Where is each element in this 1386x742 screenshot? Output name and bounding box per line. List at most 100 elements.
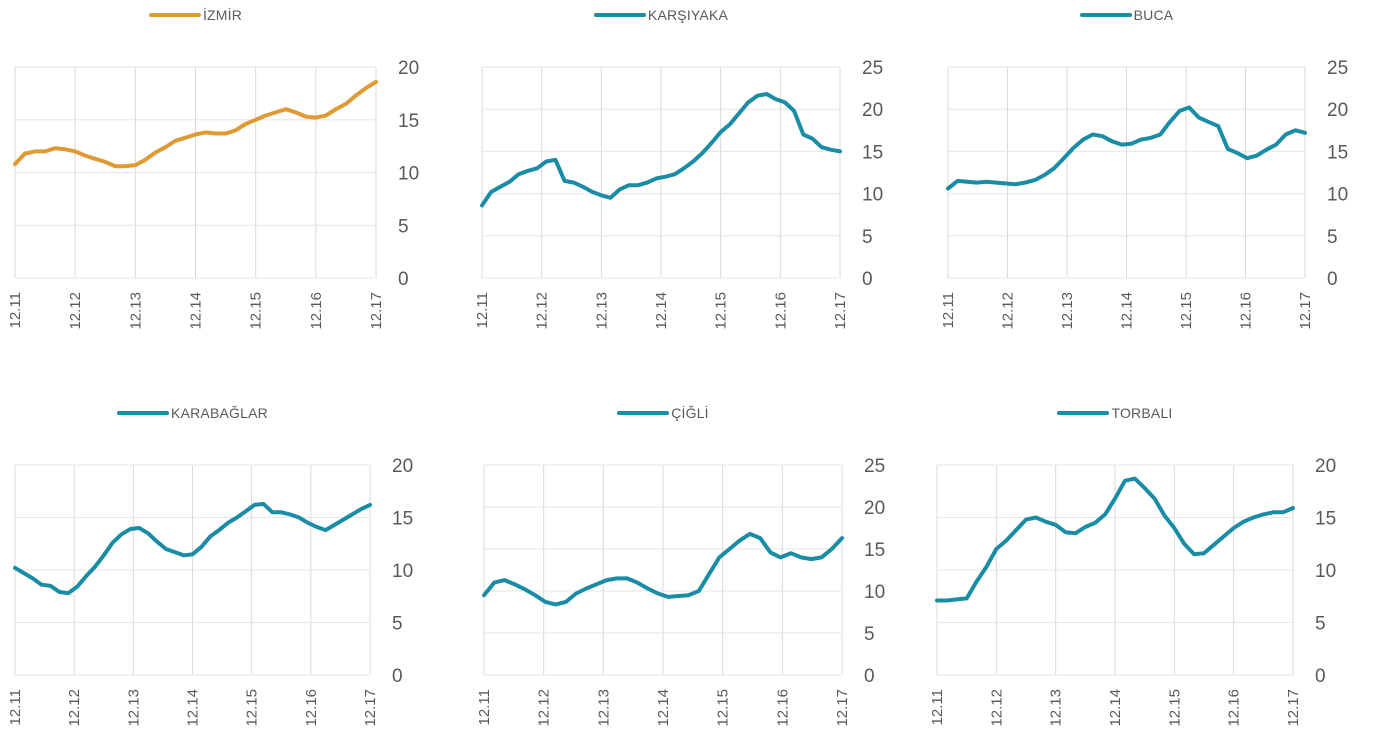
- data-point: [1173, 527, 1176, 530]
- x-tick-label: 12.12: [66, 689, 83, 727]
- y-tick-label: 5: [864, 624, 875, 645]
- x-tick-label: 12.15: [715, 689, 732, 727]
- data-point: [1183, 542, 1186, 545]
- y-tick-label: 10: [392, 561, 413, 582]
- x-tick-label: 12.11: [929, 689, 946, 725]
- legend-swatch: [593, 13, 646, 17]
- data-point: [1054, 523, 1057, 526]
- legend-swatch: [617, 411, 670, 415]
- y-tick-label: 10: [398, 164, 419, 185]
- y-tick-label: 0: [398, 269, 409, 290]
- x-tick-label: 12.11: [474, 292, 491, 328]
- data-point: [1282, 511, 1285, 514]
- legend-label: KARABAĞLAR: [171, 405, 268, 421]
- data-point: [1203, 552, 1206, 555]
- x-tick-label: 12.17: [832, 292, 849, 330]
- chart-legend: TORBALI: [917, 402, 1313, 424]
- x-tick-label: 12.11: [940, 292, 957, 328]
- data-point: [1212, 543, 1215, 546]
- y-tick-label: 5: [862, 227, 873, 248]
- y-tick-label: 15: [1327, 142, 1348, 163]
- chart-legend: KARŞIYAKA: [462, 4, 860, 26]
- legend-label: TORBALI: [1111, 405, 1173, 421]
- y-tick-label: 0: [862, 269, 873, 290]
- x-tick-label: 12.17: [362, 689, 379, 727]
- series-line: [13, 501, 372, 596]
- x-tick-label: 12.13: [1059, 292, 1076, 330]
- x-tick-label: 12.15: [1166, 689, 1183, 727]
- y-tick-label: 15: [398, 111, 419, 132]
- y-tick-label: 0: [392, 666, 403, 687]
- data-point: [1193, 553, 1196, 556]
- chart-legend: İZMİR: [0, 4, 396, 26]
- data-point: [1163, 514, 1166, 517]
- x-tick-label: 12.14: [188, 292, 205, 330]
- x-tick-label: 12.12: [988, 689, 1005, 727]
- y-tick-label: 25: [1327, 58, 1348, 79]
- y-tick-label: 10: [862, 185, 883, 206]
- x-tick-label: 12.14: [653, 292, 670, 330]
- data-point: [1074, 532, 1077, 535]
- x-tick-label: 12.16: [774, 689, 791, 727]
- y-tick-label: 20: [398, 58, 419, 79]
- x-tick-label: 12.15: [244, 689, 261, 727]
- data-point: [995, 548, 998, 551]
- chart-legend: ÇİĞLİ: [464, 402, 862, 424]
- y-tick-label: 20: [1315, 456, 1336, 477]
- data-point: [985, 565, 988, 568]
- y-tick-label: 5: [392, 614, 403, 635]
- x-tick-label: 12.13: [593, 292, 610, 330]
- y-tick-label: 15: [862, 142, 883, 163]
- y-tick-label: 20: [392, 456, 413, 477]
- y-tick-label: 5: [1315, 614, 1326, 635]
- y-tick-label: 10: [864, 582, 885, 603]
- series-line: [13, 79, 378, 169]
- y-tick-label: 20: [864, 498, 885, 519]
- data-point: [936, 599, 939, 602]
- data-point: [1034, 516, 1037, 519]
- legend-swatch: [148, 13, 201, 17]
- legend-label: İZMİR: [202, 7, 243, 23]
- x-tick-label: 12.15: [1178, 292, 1195, 330]
- chart-legend: KARABAĞLAR: [0, 402, 390, 424]
- data-point: [1292, 507, 1295, 510]
- x-tick-label: 12.14: [1119, 292, 1136, 330]
- series-line: [946, 105, 1307, 191]
- chart-legend: BUCA: [928, 4, 1325, 26]
- data-point: [1242, 520, 1245, 523]
- x-tick-label: 12.16: [772, 292, 789, 330]
- x-tick-label: 12.12: [1000, 292, 1017, 330]
- data-point: [1015, 529, 1018, 532]
- x-tick-label: 12.17: [1285, 689, 1302, 727]
- y-tick-label: 15: [1315, 509, 1336, 530]
- data-point: [1005, 539, 1008, 542]
- x-tick-label: 12.17: [834, 689, 851, 727]
- data-point: [1252, 516, 1255, 519]
- x-tick-label: 12.15: [248, 292, 265, 330]
- data-point: [1123, 479, 1126, 482]
- data-point: [1143, 487, 1146, 490]
- x-tick-label: 12.13: [1048, 689, 1065, 727]
- data-point: [1272, 511, 1275, 514]
- data-point: [975, 580, 978, 583]
- x-tick-label: 12.16: [1238, 292, 1255, 330]
- x-tick-label: 12.16: [308, 292, 325, 330]
- y-tick-label: 15: [864, 540, 885, 561]
- x-tick-label: 12.12: [67, 292, 84, 330]
- data-point: [965, 597, 968, 600]
- x-tick-label: 12.15: [713, 292, 730, 330]
- legend-swatch: [1057, 411, 1110, 415]
- data-point: [1262, 513, 1265, 516]
- x-tick-label: 12.16: [303, 689, 320, 727]
- series-line: [480, 92, 842, 208]
- y-tick-label: 10: [1327, 185, 1348, 206]
